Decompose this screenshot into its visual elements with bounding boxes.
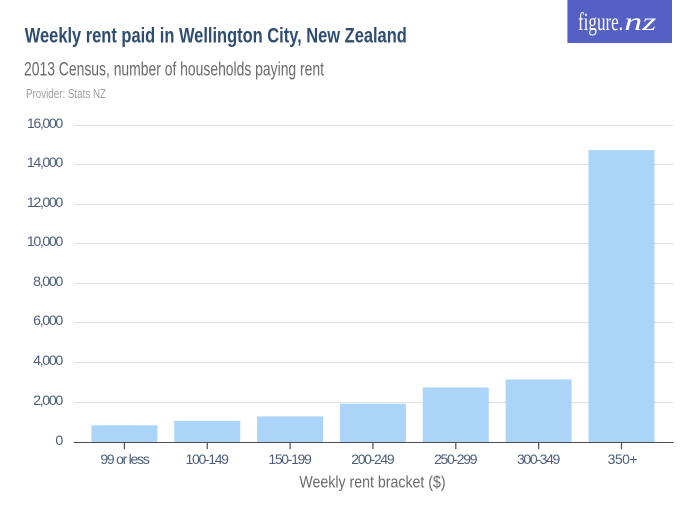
svg-text:2,000: 2,000: [33, 393, 63, 409]
svg-text:8,000: 8,000: [33, 274, 63, 290]
svg-text:250-299: 250-299: [434, 451, 478, 467]
svg-text:16,000: 16,000: [27, 116, 64, 132]
svg-text:0: 0: [55, 433, 63, 449]
svg-text:figure.: figure.: [578, 7, 623, 36]
svg-text:12,000: 12,000: [27, 195, 64, 211]
svg-text:Weekly rent paid in Wellington: Weekly rent paid in Wellington City, New…: [25, 25, 407, 48]
svg-text:300-349: 300-349: [517, 451, 561, 467]
svg-text:350+: 350+: [608, 451, 638, 467]
svg-text:14,000: 14,000: [27, 155, 64, 171]
svg-text:Weekly rent bracket ($): Weekly rent bracket ($): [299, 474, 445, 492]
svg-text:4,000: 4,000: [33, 353, 63, 369]
svg-text:6,000: 6,000: [33, 313, 63, 329]
svg-text:100-149: 100-149: [186, 451, 230, 467]
svg-text:99 or less: 99 or less: [100, 451, 150, 467]
svg-text:150-199: 150-199: [268, 451, 312, 467]
svg-text:10,000: 10,000: [27, 234, 64, 250]
svg-text:2013 Census, number of househo: 2013 Census, number of households paying…: [24, 59, 324, 81]
svg-text:nz: nz: [624, 9, 656, 36]
svg-text:200-249: 200-249: [351, 451, 395, 467]
svg-text:Provider: Stats NZ: Provider: Stats NZ: [26, 86, 106, 101]
